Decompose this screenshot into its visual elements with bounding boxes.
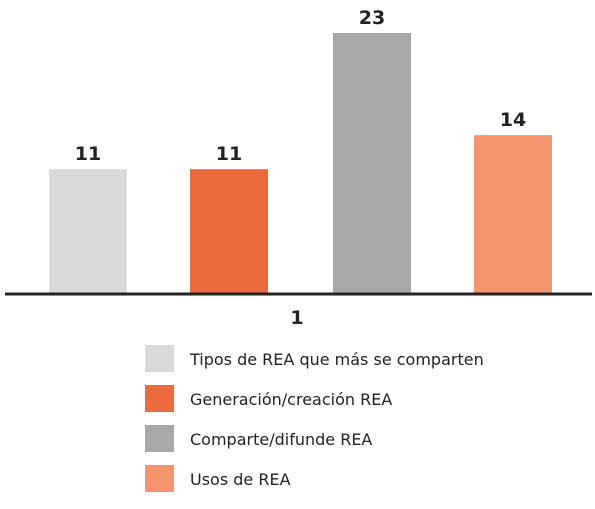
legend-swatch-3 [145, 425, 174, 452]
legend-swatch-2 [145, 385, 174, 412]
bar-series-1 [49, 169, 127, 294]
data-label-series-3: 23 [359, 7, 385, 29]
bar-series-4 [474, 135, 552, 294]
value-labels-group: 11 11 23 14 [75, 7, 526, 165]
legend-label-1: Tipos de REA que más se comparten [189, 350, 484, 369]
legend-label-2: Generación/creación REA [190, 390, 392, 409]
bar-series-2 [190, 169, 268, 294]
legend-swatch-4 [145, 465, 174, 492]
data-label-series-1: 11 [75, 143, 101, 165]
bar-series-3 [333, 33, 411, 294]
data-label-series-4: 14 [500, 109, 526, 131]
legend-swatch-1 [145, 345, 174, 372]
legend: Tipos de REA que más se comparten Generac… [145, 345, 484, 492]
x-tick-label: 1 [290, 307, 303, 329]
legend-label-4: Usos de REA [190, 470, 291, 489]
legend-label-3: Comparte/difunde REA [190, 430, 372, 449]
data-label-series-2: 11 [216, 143, 242, 165]
bars-group [49, 33, 552, 294]
